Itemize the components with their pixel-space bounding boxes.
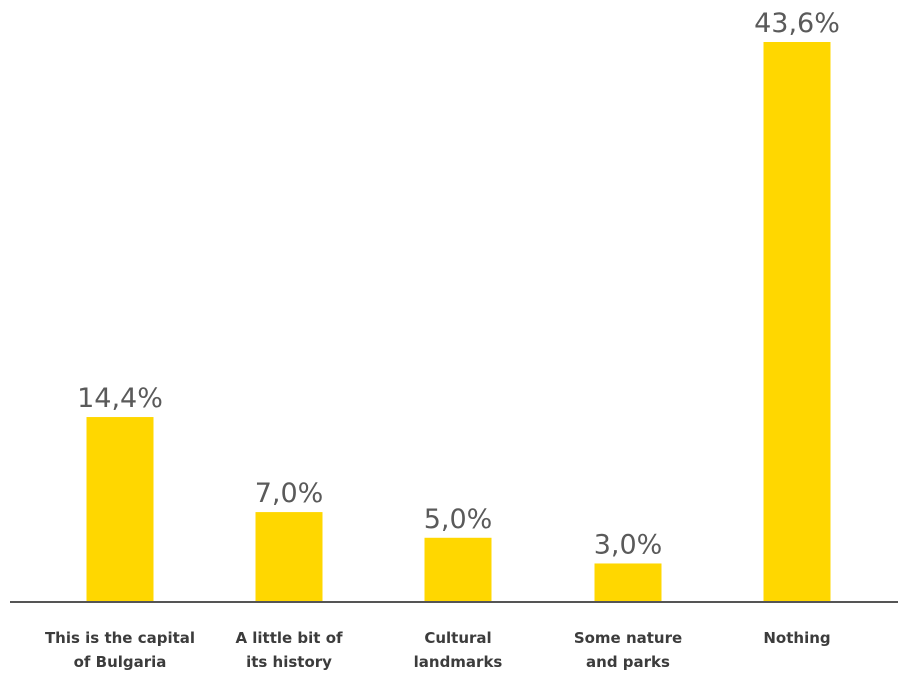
bars-group	[86, 42, 831, 602]
category-labels-group: This is the capital of Bulgaria A little b…	[45, 629, 831, 671]
bar-1	[86, 417, 154, 602]
category-label-4-line-1: Some nature	[574, 629, 682, 647]
data-label-4: 3,0%	[594, 529, 663, 560]
data-label-2: 7,0%	[255, 478, 324, 509]
data-label-5: 43,6%	[754, 8, 840, 39]
bar-5	[763, 42, 831, 602]
category-label-3-line-1: Cultural	[424, 629, 491, 647]
bar-3	[424, 537, 492, 602]
category-label-1-line-1: This is the capital	[45, 629, 195, 647]
category-label-4-line-2: and parks	[586, 653, 670, 671]
category-label-2-line-2: its history	[246, 653, 332, 671]
data-label-1: 14,4%	[77, 383, 163, 414]
value-labels-group: 14,4% 7,0% 5,0% 3,0% 43,6%	[77, 8, 840, 560]
category-label-2-line-1: A little bit of	[235, 629, 343, 647]
category-label-3-line-2: landmarks	[414, 653, 503, 671]
category-label-1-line-2: of Bulgaria	[74, 653, 167, 671]
bar-2	[255, 512, 323, 602]
bar-4	[594, 563, 662, 602]
data-label-3: 5,0%	[424, 504, 493, 535]
category-label-5-line-1: Nothing	[763, 629, 830, 647]
